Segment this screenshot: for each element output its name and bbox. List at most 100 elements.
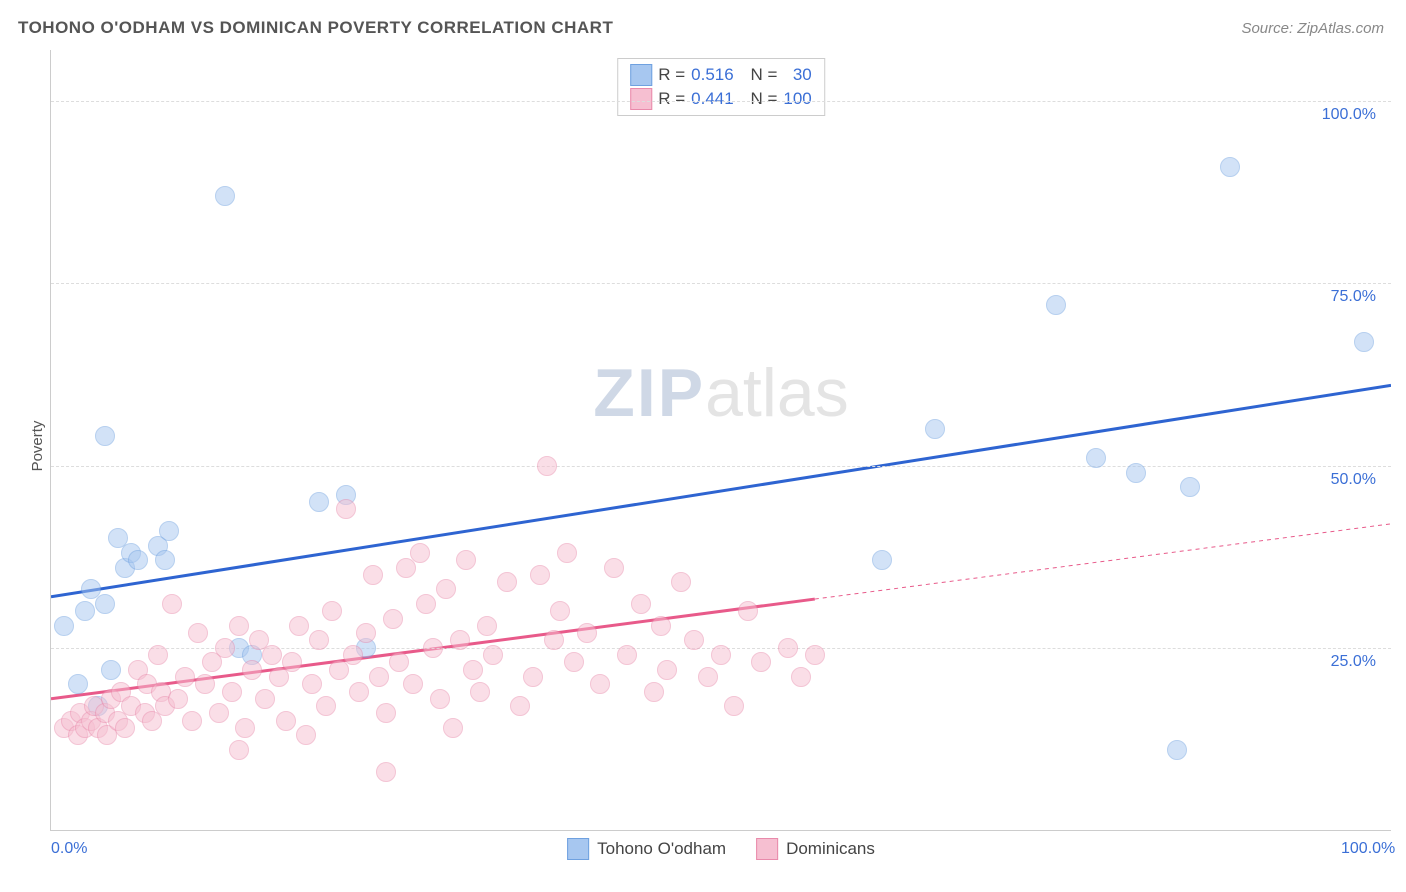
source-label: Source: ZipAtlas.com xyxy=(1241,20,1384,37)
data-point xyxy=(557,543,577,563)
data-point xyxy=(322,601,342,621)
data-point xyxy=(376,703,396,723)
data-point xyxy=(262,645,282,665)
data-point xyxy=(309,630,329,650)
grid-line xyxy=(51,101,1391,102)
data-point xyxy=(282,652,302,672)
data-point xyxy=(159,521,179,541)
data-point xyxy=(631,594,651,614)
data-point xyxy=(175,667,195,687)
data-point xyxy=(456,550,476,570)
data-point xyxy=(336,499,356,519)
data-point xyxy=(115,718,135,738)
grid-line xyxy=(51,466,1391,467)
data-point xyxy=(778,638,798,658)
data-point xyxy=(430,689,450,709)
chart-container: TOHONO O'ODHAM VS DOMINICAN POVERTY CORR… xyxy=(0,0,1406,892)
y-axis-label: Poverty xyxy=(29,421,46,472)
r-value-1: 0.441 xyxy=(691,87,734,111)
data-point xyxy=(872,550,892,570)
data-point xyxy=(510,696,530,716)
data-point xyxy=(711,645,731,665)
data-point xyxy=(95,594,115,614)
legend-swatch-1 xyxy=(630,88,652,110)
data-point xyxy=(698,667,718,687)
data-point xyxy=(544,630,564,650)
data-point xyxy=(1220,157,1240,177)
r-label: R = xyxy=(658,87,685,111)
data-point xyxy=(497,572,517,592)
data-point xyxy=(296,725,316,745)
data-point xyxy=(128,550,148,570)
data-point xyxy=(530,565,550,585)
n-value-0: 30 xyxy=(783,63,811,87)
plot-area: ZIPatlas R = 0.516 N = 30 R = 0.441 N = … xyxy=(50,50,1391,831)
grid-line xyxy=(51,283,1391,284)
data-point xyxy=(376,762,396,782)
legend-series: Tohono O'odham Dominicans xyxy=(567,838,875,860)
data-point xyxy=(349,682,369,702)
legend-item-0: Tohono O'odham xyxy=(567,838,726,860)
data-point xyxy=(671,572,691,592)
data-point xyxy=(577,623,597,643)
legend-stats: R = 0.516 N = 30 R = 0.441 N = 100 xyxy=(617,58,825,116)
data-point xyxy=(657,660,677,680)
data-point xyxy=(242,660,262,680)
data-point xyxy=(168,689,188,709)
data-point xyxy=(302,674,322,694)
data-point xyxy=(617,645,637,665)
data-point xyxy=(470,682,490,702)
data-point xyxy=(195,674,215,694)
watermark-atlas: atlas xyxy=(705,355,849,431)
watermark: ZIPatlas xyxy=(593,354,848,432)
data-point xyxy=(383,609,403,629)
data-point xyxy=(436,579,456,599)
data-point xyxy=(403,674,423,694)
data-point xyxy=(483,645,503,665)
data-point xyxy=(738,601,758,621)
legend-bottom-swatch-0 xyxy=(567,838,589,860)
data-point xyxy=(805,645,825,665)
data-point xyxy=(684,630,704,650)
data-point xyxy=(343,645,363,665)
data-point xyxy=(54,616,74,636)
data-point xyxy=(356,623,376,643)
data-point xyxy=(255,689,275,709)
data-point xyxy=(410,543,430,563)
r-value-0: 0.516 xyxy=(691,63,734,87)
legend-label-0: Tohono O'odham xyxy=(597,839,726,859)
x-tick-label: 100.0% xyxy=(1341,840,1395,858)
data-point xyxy=(316,696,336,716)
legend-bottom-swatch-1 xyxy=(756,838,778,860)
data-point xyxy=(215,638,235,658)
data-point xyxy=(791,667,811,687)
data-point xyxy=(229,616,249,636)
y-tick-label: 100.0% xyxy=(1322,106,1376,124)
data-point xyxy=(537,456,557,476)
legend-item-1: Dominicans xyxy=(756,838,875,860)
data-point xyxy=(604,558,624,578)
data-point xyxy=(222,682,242,702)
legend-row-1: R = 0.441 N = 100 xyxy=(630,87,812,111)
data-point xyxy=(188,623,208,643)
data-point xyxy=(1126,463,1146,483)
data-point xyxy=(450,630,470,650)
data-point xyxy=(550,601,570,621)
r-label: R = xyxy=(658,63,685,87)
data-point xyxy=(477,616,497,636)
data-point xyxy=(751,652,771,672)
watermark-zip: ZIP xyxy=(593,355,705,431)
data-point xyxy=(1046,295,1066,315)
data-point xyxy=(369,667,389,687)
data-point xyxy=(644,682,664,702)
data-point xyxy=(75,601,95,621)
data-point xyxy=(651,616,671,636)
data-point xyxy=(101,660,121,680)
y-tick-label: 50.0% xyxy=(1331,471,1376,489)
data-point xyxy=(724,696,744,716)
data-point xyxy=(235,718,255,738)
data-point xyxy=(1167,740,1187,760)
data-point xyxy=(95,426,115,446)
chart-title: TOHONO O'ODHAM VS DOMINICAN POVERTY CORR… xyxy=(18,18,613,38)
data-point xyxy=(155,550,175,570)
